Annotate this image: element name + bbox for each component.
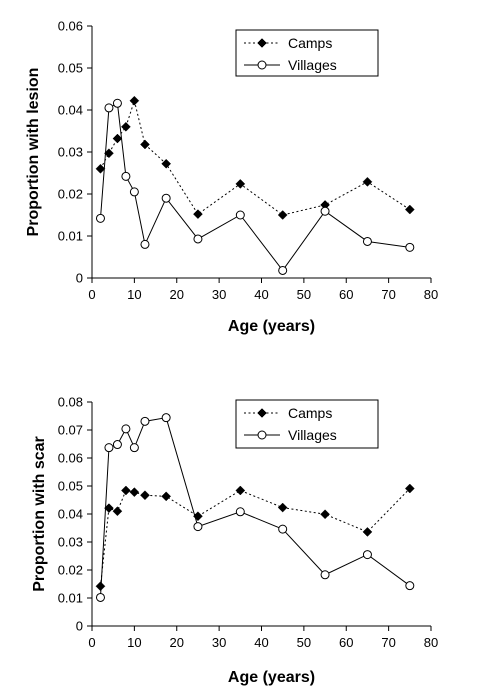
x-tick-label: 0 bbox=[88, 635, 95, 650]
villages-data-point bbox=[129, 187, 139, 197]
camps-data-point bbox=[235, 179, 246, 189]
camps-data-point bbox=[129, 487, 140, 498]
x-tick-label: 30 bbox=[212, 635, 226, 650]
camps-data-point bbox=[95, 163, 106, 174]
camps-data-point bbox=[161, 158, 172, 169]
villages-data-point bbox=[362, 236, 372, 246]
y-tick-label: 0.02 bbox=[58, 563, 83, 578]
y-tick-label: 0.04 bbox=[58, 507, 83, 522]
x-tick-label: 20 bbox=[170, 287, 184, 302]
x-axis-title: Age (years) bbox=[228, 669, 315, 686]
villages-data-point bbox=[95, 592, 105, 602]
camps-data-point bbox=[404, 483, 415, 494]
villages-data-point bbox=[161, 413, 171, 423]
villages-data-point bbox=[362, 550, 372, 560]
villages-data-point bbox=[140, 416, 150, 426]
camps-data-point bbox=[140, 490, 150, 501]
y-tick-label: 0.04 bbox=[58, 103, 83, 118]
lesion-chart: 0 0.01 0.02 0.03 0.04 0.05 0.06 0 10 20 30 40 50 60 70… bbox=[25, 19, 438, 336]
y-tick-label: 0.06 bbox=[58, 451, 83, 466]
villages-data-point bbox=[193, 522, 203, 532]
legend-marker bbox=[257, 430, 267, 440]
camps-data-point bbox=[121, 121, 131, 132]
x-axis-title: Age (years) bbox=[228, 318, 315, 335]
camps-data-point bbox=[362, 176, 373, 187]
villages-data-point bbox=[121, 424, 131, 434]
camps-data-point bbox=[140, 139, 150, 150]
villages-data-point bbox=[95, 213, 105, 223]
x-tick-label: 0 bbox=[88, 287, 95, 302]
x-tick-label: 40 bbox=[254, 287, 268, 302]
y-axis-title: Proportion with lesion bbox=[25, 68, 42, 237]
x-tick-label: 60 bbox=[339, 287, 353, 302]
villages-data-point bbox=[405, 242, 415, 252]
y-axis-title: Proportion with scar bbox=[31, 436, 48, 592]
x-tick-label: 30 bbox=[212, 287, 226, 302]
y-tick-label: 0.08 bbox=[58, 395, 83, 410]
x-tick-label: 10 bbox=[127, 287, 141, 302]
legend-label-villages: Villages bbox=[288, 57, 337, 73]
villages-data-point bbox=[278, 524, 288, 534]
x-tick-label: 10 bbox=[127, 635, 141, 650]
legend-label-camps: Camps bbox=[288, 35, 332, 51]
camps-data-point bbox=[129, 95, 140, 106]
y-tick-label: 0.02 bbox=[58, 187, 83, 202]
x-tick-label: 50 bbox=[297, 635, 311, 650]
villages-data-point bbox=[104, 443, 114, 453]
x-tick-label: 80 bbox=[424, 287, 438, 302]
x-tick-label: 70 bbox=[381, 635, 395, 650]
villages-data-point bbox=[193, 234, 203, 244]
y-tick-label: 0.03 bbox=[58, 145, 83, 160]
y-tick-label: 0 bbox=[76, 271, 83, 286]
y-tick-label: 0.03 bbox=[58, 535, 83, 550]
camps-data-point bbox=[404, 204, 415, 215]
legend-marker bbox=[257, 408, 267, 418]
x-tick-label: 20 bbox=[170, 635, 184, 650]
legend-marker bbox=[257, 38, 267, 48]
camps-data-point bbox=[235, 485, 246, 496]
legend-label-villages: Villages bbox=[288, 427, 337, 443]
camps-data-point bbox=[320, 509, 330, 520]
x-tick-label: 50 bbox=[297, 287, 311, 302]
scar-chart: 0 0.01 0.02 0.03 0.04 0.05 0.06 0.07 0.08 0 10 20 30… bbox=[31, 395, 438, 687]
series-line-camps bbox=[99, 488, 411, 587]
villages-data-point bbox=[121, 171, 131, 181]
x-tick-label: 70 bbox=[381, 287, 395, 302]
y-tick-label: 0.05 bbox=[58, 479, 83, 494]
camps-data-point bbox=[112, 133, 123, 144]
villages-data-point bbox=[405, 581, 415, 591]
legend-label-camps: Camps bbox=[288, 405, 332, 421]
camps-data-point bbox=[121, 485, 131, 496]
villages-data-point bbox=[235, 507, 245, 517]
y-tick-label: 0.01 bbox=[58, 591, 83, 606]
camps-data-point bbox=[277, 210, 288, 220]
legend-marker bbox=[257, 60, 267, 70]
villages-data-point bbox=[235, 210, 245, 220]
villages-data-point bbox=[112, 98, 122, 108]
camps-data-point bbox=[362, 527, 373, 537]
villages-data-point bbox=[112, 440, 122, 450]
villages-data-point bbox=[320, 570, 330, 580]
villages-data-point bbox=[140, 239, 150, 249]
x-tick-label: 80 bbox=[424, 635, 438, 650]
x-tick-label: 40 bbox=[254, 635, 268, 650]
y-tick-label: 0.06 bbox=[58, 19, 83, 34]
villages-data-point bbox=[278, 265, 288, 275]
series-line-camps bbox=[100, 98, 411, 216]
y-tick-label: 0 bbox=[76, 619, 83, 634]
y-tick-label: 0.05 bbox=[58, 61, 83, 76]
villages-data-point bbox=[129, 443, 139, 453]
x-tick-label: 60 bbox=[339, 635, 353, 650]
y-tick-label: 0.01 bbox=[58, 229, 83, 244]
camps-data-point bbox=[277, 502, 288, 513]
camps-data-point bbox=[193, 209, 203, 220]
legend-box bbox=[235, 399, 379, 449]
villages-data-point bbox=[320, 206, 330, 216]
camps-data-point bbox=[112, 506, 123, 517]
camps-data-point bbox=[161, 491, 172, 502]
villages-data-point bbox=[104, 103, 114, 113]
villages-data-point bbox=[161, 193, 171, 203]
y-tick-label: 0.07 bbox=[58, 423, 83, 438]
